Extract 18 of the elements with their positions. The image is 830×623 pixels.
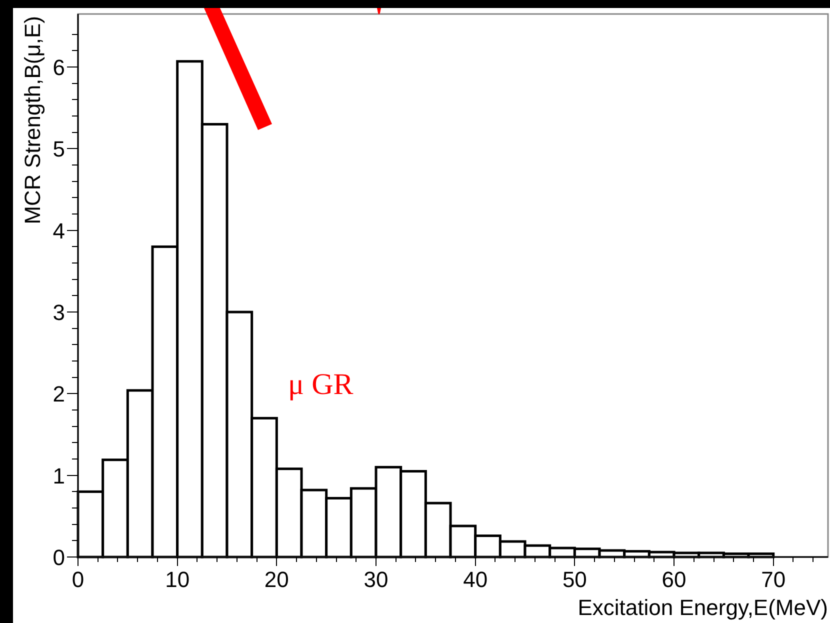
x-tick-label: 70 — [761, 567, 786, 592]
x-tick-label: 50 — [562, 567, 587, 592]
x-tick-label: 40 — [463, 567, 488, 592]
y-tick-label: 3 — [52, 300, 65, 326]
annotation: μ GR — [288, 368, 354, 401]
x-tick-label: 60 — [662, 567, 686, 592]
y-axis-title: MCR Strength,B(μ,E) — [20, 16, 45, 224]
x-tick-label: 30 — [364, 567, 388, 592]
y-tick-label: 5 — [52, 136, 65, 162]
y-tick-label: 2 — [52, 382, 65, 407]
y-tick-label: 0 — [52, 545, 65, 570]
x-tick-label: 20 — [264, 567, 289, 592]
x-tick-label: 10 — [165, 567, 190, 592]
y-tick-label: 6 — [52, 55, 65, 80]
x-axis-title: Excitation Energy,E(MeV) — [578, 595, 828, 620]
x-tick-label: 0 — [72, 567, 84, 592]
y-tick-label: 4 — [52, 218, 65, 244]
y-tick-label: 1 — [52, 463, 65, 488]
